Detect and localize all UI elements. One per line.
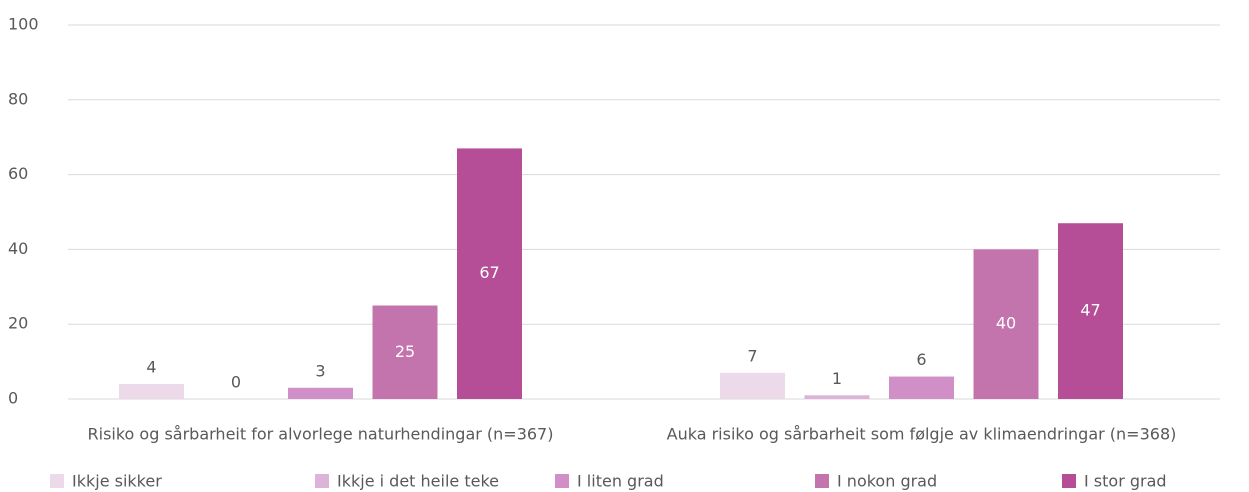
data-label: 1 xyxy=(832,369,842,388)
bar xyxy=(119,384,184,399)
data-label: 40 xyxy=(996,314,1016,333)
data-label: 3 xyxy=(315,361,325,380)
legend-label: I stor grad xyxy=(1084,472,1167,491)
bar xyxy=(1058,223,1123,399)
data-label: 47 xyxy=(1080,301,1100,320)
data-label: 7 xyxy=(747,346,757,365)
bar xyxy=(720,372,785,399)
data-label: 0 xyxy=(231,373,241,392)
data-label: 25 xyxy=(395,342,415,361)
legend-swatch xyxy=(315,474,329,488)
bar xyxy=(889,376,954,399)
bar xyxy=(372,305,438,399)
y-tick-label: 0 xyxy=(8,389,18,408)
y-tick-label: 20 xyxy=(8,314,28,333)
x-tick-label: Risiko og sårbarheit for alvorlege natur… xyxy=(88,425,554,444)
bar xyxy=(288,387,353,399)
legend-swatch xyxy=(555,474,569,488)
legend-swatch xyxy=(1062,474,1076,488)
data-label: 6 xyxy=(916,350,926,369)
legend-label: I liten grad xyxy=(577,472,664,491)
data-label: 67 xyxy=(479,263,499,282)
y-tick-label: 60 xyxy=(8,164,28,183)
bar xyxy=(457,148,522,399)
legend-label: Ikkje sikker xyxy=(72,472,162,491)
legend-label: Ikkje i det heile teke xyxy=(337,472,499,491)
y-tick-label: 80 xyxy=(8,89,28,108)
legend-label: I nokon grad xyxy=(837,472,937,491)
legend-swatch xyxy=(50,474,64,488)
legend-swatch xyxy=(815,474,829,488)
x-tick-label: Auka risiko og sårbarheit som følgje av … xyxy=(667,425,1177,444)
bar xyxy=(804,395,870,399)
y-tick-label: 40 xyxy=(8,239,28,258)
y-tick-label: 100 xyxy=(8,15,39,34)
bar xyxy=(973,249,1039,399)
data-label: 4 xyxy=(146,358,156,377)
